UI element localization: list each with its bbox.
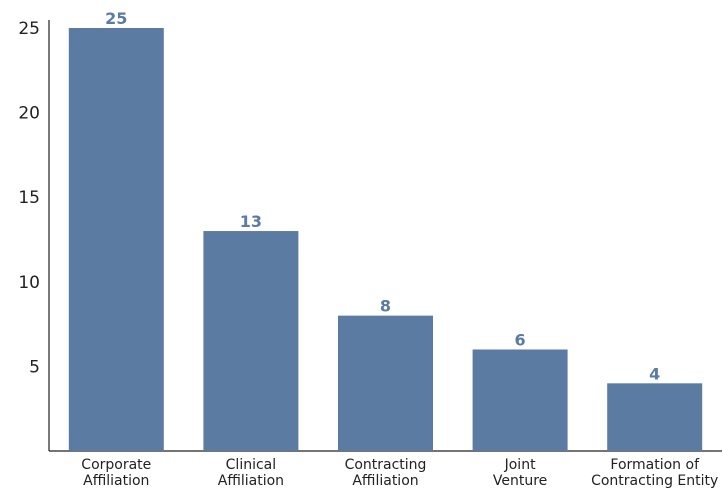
bar: [68, 28, 164, 451]
data-label: 4: [649, 364, 660, 383]
category-label: Formation of Contracting Entity: [591, 457, 718, 489]
y-tick-label: 25: [18, 19, 40, 39]
bar: [472, 349, 568, 451]
bar: [607, 383, 703, 451]
category-labels-group: Corporate Affiliation Clinical Affiliation C…: [81, 457, 718, 489]
data-label: 8: [380, 297, 391, 316]
y-axis-ticks: 5 10 15 20 25: [18, 19, 40, 377]
y-tick-label: 15: [18, 188, 40, 208]
data-label: 13: [240, 212, 262, 231]
y-tick-label: 5: [29, 357, 40, 377]
y-tick-label: 10: [18, 273, 40, 293]
bars-group: [68, 28, 703, 451]
category-label: Joint Venture: [493, 457, 547, 489]
bar: [338, 315, 433, 451]
category-label: Clinical Affiliation: [218, 457, 284, 489]
data-label: 6: [515, 330, 526, 349]
data-labels-group: 25 13 8 6 4: [105, 9, 660, 383]
category-label: Contracting Affiliation: [345, 457, 427, 489]
bar: [203, 231, 299, 451]
data-label: 25: [105, 9, 127, 28]
y-tick-label: 20: [18, 104, 40, 124]
category-label: Corporate Affiliation: [81, 457, 151, 489]
